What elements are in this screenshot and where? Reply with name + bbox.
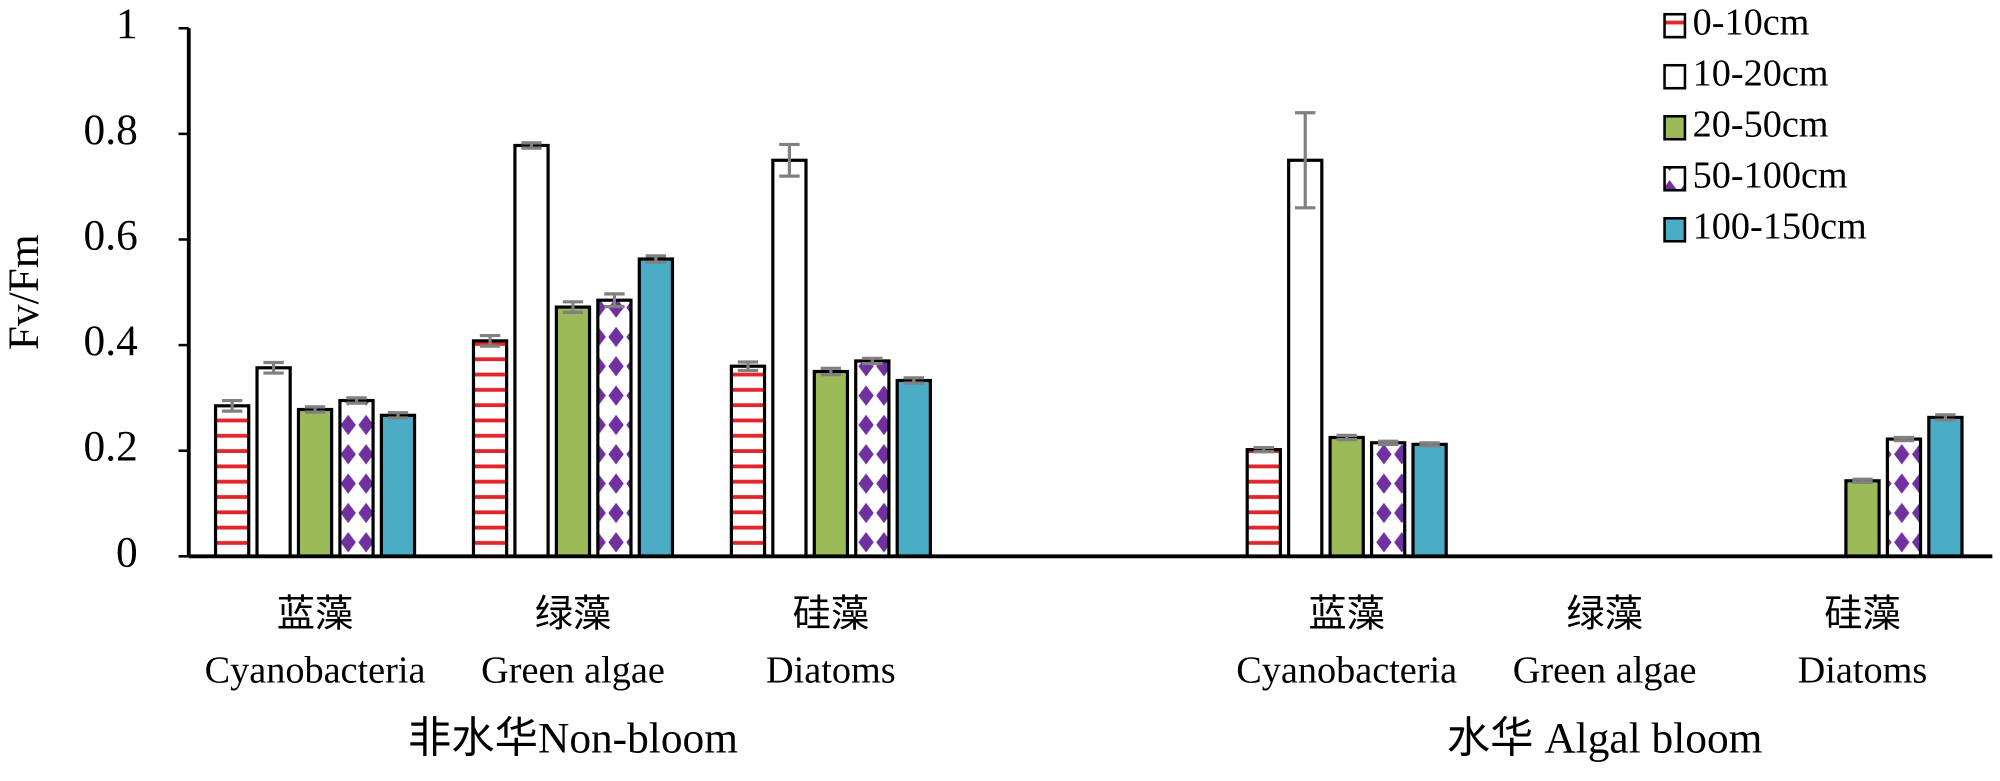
legend-label: 20-50cm: [1693, 104, 1829, 146]
x-tick-label: 蓝藻: [277, 593, 353, 635]
error-bar: [346, 396, 367, 405]
x-tick-label: 绿藻: [535, 593, 612, 635]
bar: [812, 369, 850, 558]
error-bar: [1935, 413, 1956, 422]
error-bar: [645, 254, 667, 264]
group-label: 水华 Algal bloom: [1447, 714, 1763, 762]
error-bar: [304, 405, 326, 414]
error-bar: [1852, 477, 1873, 484]
group-label: 非水华Non-bloom: [408, 714, 738, 762]
bar: [771, 158, 808, 558]
x-tick-label: Green algae: [481, 649, 665, 691]
error-bar: [387, 411, 409, 420]
bar: [296, 407, 334, 558]
bar: [637, 257, 675, 558]
error-bar: [1893, 435, 1915, 443]
bar: [1927, 415, 1964, 558]
bar: [379, 413, 417, 558]
x-tick-label: 蓝藻: [1308, 593, 1384, 635]
bar: [213, 404, 251, 558]
legend-swatch: [1663, 12, 1687, 39]
bar: [854, 359, 891, 558]
bar: [1287, 158, 1324, 558]
legend-label: 10-20cm: [1693, 53, 1829, 95]
error-bar: [1419, 441, 1440, 448]
bar: [338, 398, 375, 558]
legend-label: 50-100cm: [1693, 155, 1848, 197]
y-tick-label: 0.8: [84, 106, 138, 154]
error-bar: [903, 376, 924, 385]
error-bar: [604, 292, 625, 309]
y-tick-label: 0: [116, 528, 138, 576]
x-tick-label: 绿藻: [1566, 593, 1642, 635]
bar: [729, 364, 767, 558]
error-bar: [1253, 445, 1274, 454]
bar: [1885, 437, 1923, 558]
y-axis-label: Fv/Fm: [0, 234, 48, 350]
bar: [471, 339, 509, 558]
y-tick-label: 1: [116, 0, 138, 48]
error-bar: [263, 360, 284, 375]
error-bar: [862, 356, 883, 366]
x-tick-label: Green algae: [1513, 649, 1697, 691]
legend-swatch: [1663, 63, 1687, 90]
x-tick-label: 硅藻: [793, 593, 870, 635]
bar: [554, 305, 592, 558]
bar: [1328, 435, 1365, 558]
error-bar: [479, 333, 501, 348]
bar: [895, 378, 932, 558]
x-tick-label: Diatoms: [766, 649, 896, 691]
error-bar: [1336, 433, 1357, 442]
bar: [1411, 442, 1448, 558]
bar: [1245, 448, 1282, 558]
y-tick-label: 0.4: [84, 317, 138, 365]
error-bar: [779, 142, 800, 178]
x-tick-label: Cyanobacteria: [1236, 649, 1457, 691]
error-bar: [820, 366, 842, 377]
legend-swatch: [1663, 166, 1687, 192]
error-bar: [521, 141, 542, 150]
legend-label: 0-10cm: [1693, 1, 1810, 43]
y-tick-label: 0.6: [84, 211, 138, 259]
error-bar: [1377, 439, 1399, 446]
bar: [513, 143, 550, 558]
bar: [1369, 441, 1407, 558]
error-bar: [562, 300, 584, 314]
bar: [1844, 479, 1881, 558]
x-tick-label: Diatoms: [1798, 649, 1928, 691]
legend-swatch: [1663, 114, 1687, 141]
error-bar: [221, 398, 243, 413]
error-bar: [737, 360, 759, 373]
y-tick-label: 0.2: [84, 423, 138, 471]
legend-swatch: [1663, 217, 1687, 243]
error-bar: [1295, 111, 1316, 210]
bar: [596, 298, 633, 558]
legend-label: 100-150cm: [1693, 206, 1867, 248]
x-tick-label: 硅藻: [1824, 593, 1901, 635]
x-tick-label: Cyanobacteria: [205, 649, 426, 691]
bar: [255, 366, 292, 558]
